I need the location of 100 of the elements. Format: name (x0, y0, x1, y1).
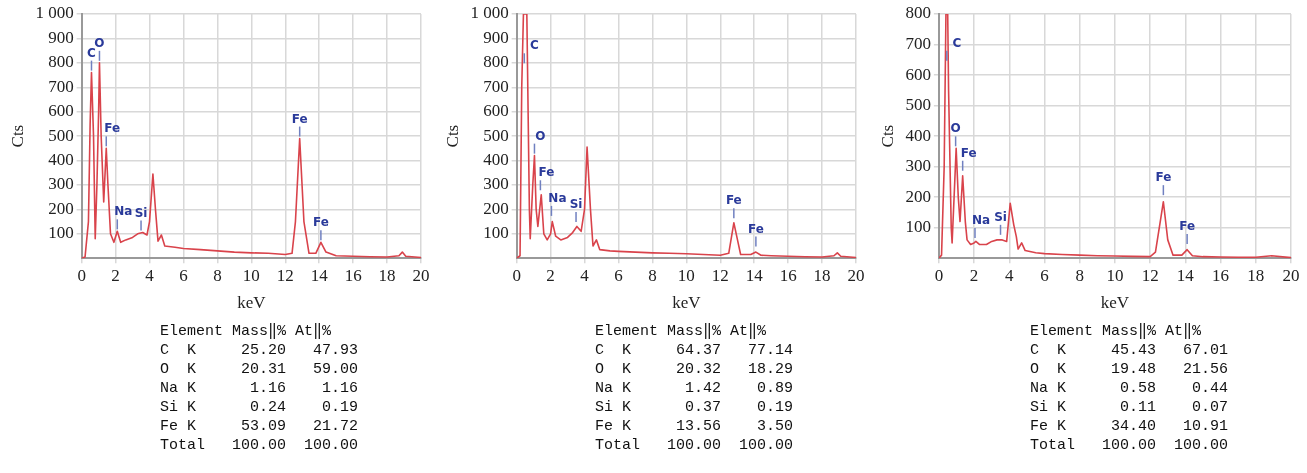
y-axis-title: Cts (7, 124, 27, 148)
annotation: C (87, 45, 97, 60)
y-axis-title: Cts (442, 124, 462, 148)
annotation: Na (114, 204, 133, 219)
annotation: Na (971, 213, 991, 228)
text: Element Mass‖% At‖% (1030, 322, 1203, 341)
y-axis-title: Cts (877, 124, 897, 148)
x-tick-label: 10 (242, 265, 260, 285)
annotation: Si (134, 205, 148, 220)
x-tick-label: 20 (847, 265, 865, 285)
x-tick-label: 12 (276, 265, 294, 285)
x-tick-label: 14 (1176, 265, 1195, 285)
annotation: C (952, 35, 962, 50)
text: Si K 0.24 0.19 (160, 398, 360, 417)
annotation: Si (994, 209, 1007, 224)
y-tick-label: 600 (48, 101, 74, 121)
text: Na K 0.58 0.44 (1030, 379, 1230, 398)
x-axis-title: keV (672, 293, 702, 313)
text: C K 64.37 77.14 (595, 341, 795, 360)
annotation: Fe (1155, 170, 1172, 185)
annotation: Si (569, 197, 583, 212)
text: Si K 0.11 0.07 (1030, 398, 1230, 417)
y-tick-label: 700 (48, 76, 74, 96)
x-tick-label: 14 (745, 265, 764, 285)
text: Total 100.00 100.00 (595, 436, 795, 455)
annotation: Fe (1179, 219, 1196, 234)
y-tick-label: 100 (905, 217, 931, 237)
x-tick-label: 8 (1075, 265, 1084, 285)
y-tick-label: 400 (483, 149, 509, 169)
y-tick-label: 600 (905, 64, 931, 84)
y-tick-label: 500 (483, 125, 509, 145)
text: C K 45.43 67.01 (1030, 341, 1230, 360)
annotation: O (950, 121, 961, 136)
y-tick-label: 300 (483, 174, 509, 194)
x-tick-label: 16 (779, 265, 797, 285)
x-tick-label: 16 (1212, 265, 1230, 285)
x-tick-label: 8 (213, 265, 222, 285)
x-tick-label: 10 (1106, 265, 1124, 285)
y-tick-label: 700 (905, 33, 931, 53)
annotation: Fe (725, 193, 742, 208)
text: O K 19.48 21.56 (1030, 360, 1230, 379)
x-tick-label: 12 (1141, 265, 1159, 285)
y-tick-label: 800 (483, 52, 509, 72)
y-tick-label: 700 (483, 76, 509, 96)
annotation: O (94, 35, 105, 50)
text: Na K 1.42 0.89 (595, 379, 795, 398)
text: Fe K 34.40 10.91 (1030, 417, 1230, 436)
y-tick-label: 200 (48, 198, 74, 218)
annotation: Fe (312, 215, 329, 230)
annotation: O (535, 128, 546, 143)
annotation: Fe (104, 121, 121, 136)
text: Element Mass‖% At‖% (595, 322, 768, 341)
x-tick-label: 0 (934, 265, 944, 285)
text: Element Mass‖% At‖% (160, 322, 333, 341)
text: Na K 1.16 1.16 (160, 379, 360, 398)
y-tick-label: 300 (48, 174, 74, 194)
text: C K 25.20 47.93 (160, 341, 360, 360)
x-tick-label: 20 (412, 265, 430, 285)
y-tick-label: 100 (48, 223, 74, 243)
y-tick-label: 800 (905, 3, 931, 23)
y-tick-label: 900 (483, 27, 509, 47)
y-tick-label: 500 (905, 95, 931, 115)
x-tick-label: 6 (614, 265, 623, 285)
x-tick-label: 6 (179, 265, 188, 285)
y-tick-label: 400 (905, 125, 931, 145)
x-tick-label: 18 (813, 265, 831, 285)
y-tick-label: 1 000 (470, 3, 509, 23)
annotation: Na (548, 191, 567, 206)
x-axis-title: keV (1100, 293, 1130, 313)
annotation: Fe (291, 111, 308, 126)
y-tick-label: 800 (48, 52, 74, 72)
x-tick-label: 2 (969, 265, 979, 285)
y-tick-label: 300 (905, 156, 931, 176)
y-tick-label: 600 (483, 101, 509, 121)
text: Total 100.00 100.00 (160, 436, 360, 455)
text: Fe K 53.09 21.72 (160, 417, 360, 436)
y-tick-label: 100 (483, 223, 509, 243)
annotation: Fe (538, 165, 555, 180)
text: O K 20.32 18.29 (595, 360, 795, 379)
x-tick-label: 4 (1005, 265, 1015, 285)
x-tick-label: 12 (711, 265, 729, 285)
x-tick-label: 2 (111, 265, 120, 285)
y-tick-label: 400 (48, 149, 74, 169)
y-tick-label: 200 (905, 186, 931, 206)
x-tick-label: 16 (344, 265, 362, 285)
y-tick-label: 1 000 (35, 3, 74, 23)
x-tick-label: 0 (77, 265, 86, 285)
x-tick-label: 2 (546, 265, 555, 285)
text: Fe K 13.56 3.50 (595, 417, 795, 436)
annotation: Fe (960, 145, 977, 160)
text: O K 20.31 59.00 (160, 360, 360, 379)
y-tick-label: 900 (48, 27, 74, 47)
x-tick-label: 0 (512, 265, 521, 285)
text: Si K 0.37 0.19 (595, 398, 795, 417)
text: Total 100.00 100.00 (1030, 436, 1230, 455)
x-tick-label: 10 (677, 265, 695, 285)
x-tick-label: 4 (145, 265, 155, 285)
annotation: Fe (747, 221, 764, 236)
annotation: C (529, 38, 539, 53)
x-axis-title: keV (237, 293, 267, 313)
